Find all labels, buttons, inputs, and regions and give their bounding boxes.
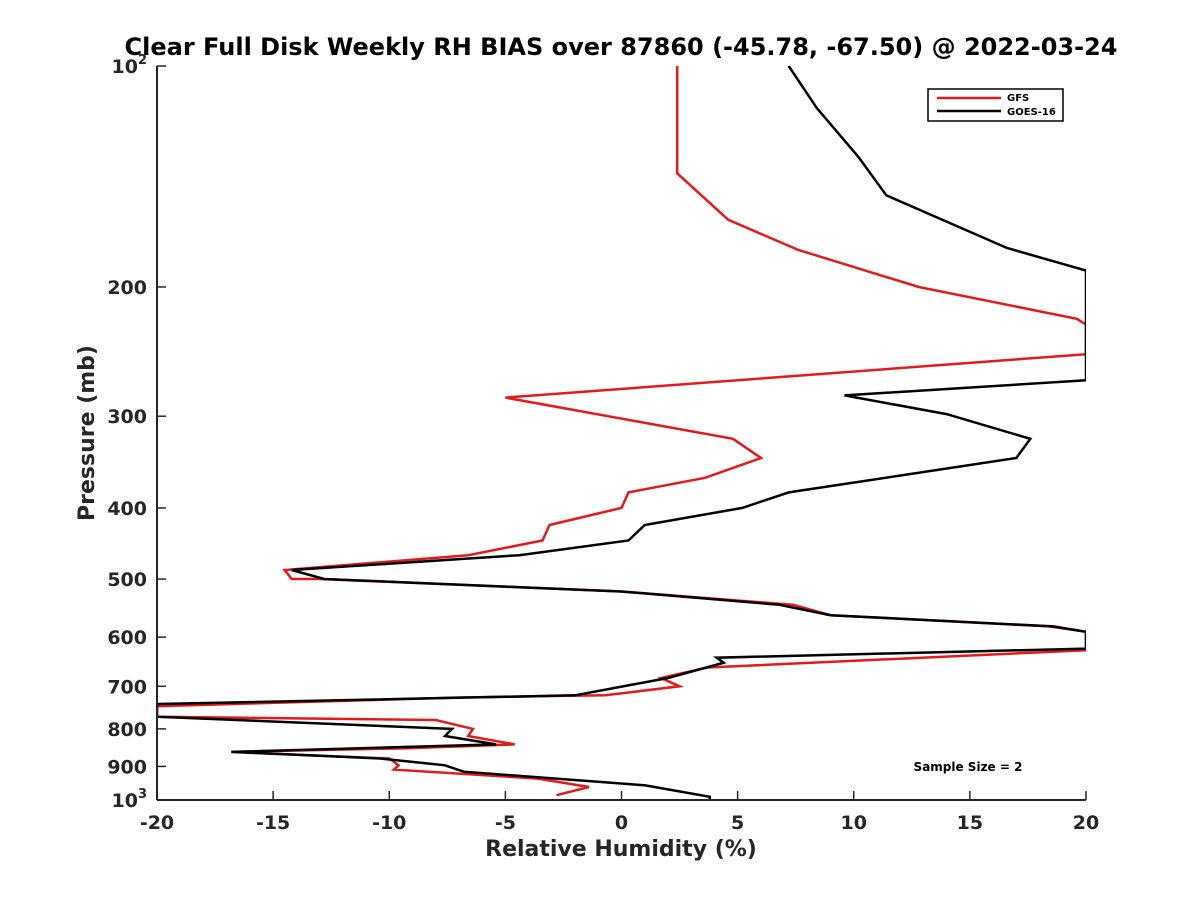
legend-label-goes-16: GOES-16 <box>1007 107 1056 118</box>
y-tick-label: 400 <box>107 498 147 520</box>
y-tick-label: 900 <box>107 756 147 778</box>
y-tick-label: 200 <box>107 277 147 299</box>
legend: GFS GOES-16 <box>927 88 1064 122</box>
x-ticks: -20 -15 -10 -5 0 5 10 15 20 <box>140 791 1099 834</box>
legend-box <box>927 88 1064 122</box>
y-tick-label: 800 <box>107 719 147 741</box>
series-line-goes-16 <box>157 66 1086 800</box>
x-tick-label: -5 <box>495 812 516 834</box>
x-tick-label: 20 <box>1073 812 1099 834</box>
chart-title: Clear Full Disk Weekly RH BIAS over 8786… <box>125 33 1118 61</box>
y-axis-label: Pressure (mb) <box>75 345 100 521</box>
x-tick-label: -20 <box>140 812 174 834</box>
x-tick-label: 15 <box>957 812 983 834</box>
y-tick-label: 600 <box>107 627 147 649</box>
x-axis-label: Relative Humidity (%) <box>485 837 757 862</box>
y-tick-label: 700 <box>107 676 147 698</box>
y-tick-exponent: 2 <box>138 53 147 68</box>
series-layer <box>157 66 1086 800</box>
x-tick-label: -15 <box>256 812 290 834</box>
y-tick-label: 500 <box>107 569 147 591</box>
x-tick-label: 5 <box>731 812 744 834</box>
y-tick-exponent: 3 <box>138 787 147 802</box>
sample-size-annotation: Sample Size = 2 <box>914 760 1023 774</box>
legend-label-gfs: GFS <box>1007 93 1029 104</box>
x-tick-label: -10 <box>372 812 406 834</box>
plot-area <box>157 66 1086 800</box>
x-tick-label: 10 <box>841 812 867 834</box>
y-tick-label: 300 <box>107 406 147 428</box>
x-tick-label: 0 <box>615 812 628 834</box>
